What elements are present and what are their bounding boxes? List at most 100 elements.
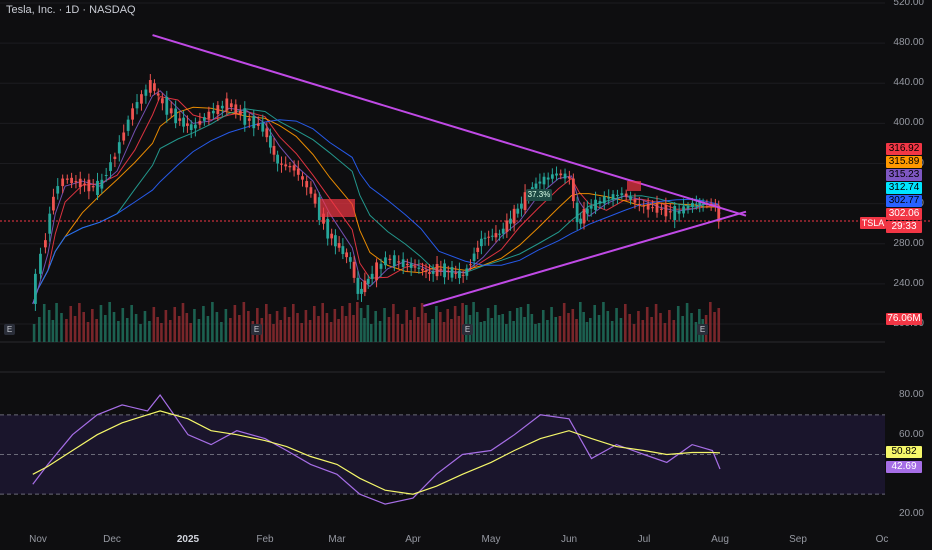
volume-bar: [185, 313, 189, 342]
candle-body: [48, 213, 52, 234]
candle-body: [284, 164, 288, 167]
candle-body: [501, 228, 505, 234]
price-tick-label: 400.00: [893, 117, 924, 129]
candle-body: [421, 268, 424, 271]
price-tag: 315.23: [886, 169, 922, 181]
candle-body: [96, 180, 99, 195]
move-label: 37.3%: [526, 189, 552, 201]
candle-body: [620, 193, 624, 196]
time-tick-label: 2025: [176, 534, 200, 545]
volume-bar: [95, 319, 98, 342]
volume-bar: [211, 302, 214, 342]
volume-bar: [465, 305, 468, 342]
candle-body: [78, 178, 82, 188]
candle-body: [202, 117, 206, 121]
volume-bar: [641, 320, 645, 342]
candle-body: [225, 98, 229, 111]
candle-body: [280, 163, 283, 165]
candle-body: [642, 205, 646, 207]
volume-bar: [193, 309, 196, 342]
volume-bar: [676, 306, 680, 342]
volume-bar: [672, 320, 676, 342]
volume-bar: [283, 307, 287, 342]
candle-body: [348, 257, 352, 262]
volume-bar: [534, 324, 537, 342]
candle-body: [686, 206, 690, 209]
volume-bar: [461, 303, 464, 342]
symbol-tag: TSLA: [860, 217, 886, 229]
volume-bar: [47, 310, 51, 342]
volume-bar: [709, 302, 712, 342]
candle-body: [392, 255, 396, 267]
volume-bar: [523, 317, 526, 342]
candle-body: [135, 102, 139, 109]
candle-body: [243, 108, 247, 125]
candle-body: [131, 108, 134, 120]
earnings-badge[interactable]: E: [4, 324, 15, 335]
candle-body: [216, 105, 220, 115]
volume-bar: [181, 303, 185, 342]
time-tick-label: Apr: [405, 534, 421, 545]
candle-body: [144, 89, 148, 96]
candle-body: [148, 80, 152, 93]
candle-body: [534, 183, 538, 189]
time-tick-label: Jul: [637, 534, 651, 545]
candle-body: [443, 263, 446, 278]
candle-body: [39, 253, 42, 274]
volume-bar: [435, 306, 438, 342]
candle-body: [409, 263, 413, 268]
volume-bar: [268, 314, 272, 342]
volume-bar: [125, 318, 129, 342]
candle-body: [523, 192, 527, 211]
volume-bar: [431, 319, 434, 342]
volume-bar: [585, 322, 589, 342]
candle-body: [472, 253, 476, 262]
earnings-badge[interactable]: E: [697, 324, 708, 335]
candle-body: [479, 238, 483, 247]
candle-body: [651, 207, 654, 209]
candle-body: [520, 203, 523, 209]
candle-body: [122, 132, 126, 141]
volume-bar: [494, 305, 497, 342]
candle-body: [65, 178, 69, 180]
volume-bar: [287, 317, 291, 342]
candle-body: [211, 110, 215, 114]
volume-bar: [562, 303, 566, 342]
moving-average-line: [32, 96, 721, 305]
volume-bar: [615, 308, 618, 342]
trendline-upper: [152, 34, 747, 217]
candle-body: [498, 233, 501, 235]
candle-body: [673, 205, 677, 221]
candle-body: [516, 208, 520, 214]
earnings-badge[interactable]: E: [462, 324, 473, 335]
candle-body: [602, 196, 606, 204]
candle-body: [694, 203, 698, 205]
volume-bar: [356, 302, 359, 342]
rsi-tick-label: 20.00: [898, 508, 924, 519]
candle-body: [256, 123, 260, 126]
candle-body: [698, 202, 702, 206]
volume-bar: [713, 312, 716, 342]
rsi-line: [32, 393, 721, 505]
volume-bar: [546, 320, 549, 342]
volume-bar: [325, 313, 329, 342]
volume-bar: [593, 305, 596, 342]
candle-body: [589, 206, 593, 209]
volume-bar: [296, 313, 299, 342]
volume-bar: [681, 316, 684, 342]
candle-body: [555, 173, 558, 176]
candle-body: [301, 176, 304, 180]
volume-bar: [554, 317, 558, 342]
candle-body: [655, 203, 659, 213]
earnings-badge[interactable]: E: [251, 324, 262, 335]
candle-body: [550, 174, 554, 179]
time-tick-label: Oc: [875, 534, 889, 545]
volume-bar: [416, 317, 420, 342]
candle-body: [117, 142, 121, 154]
candle-body: [326, 218, 330, 239]
symbol-title[interactable]: Tesla, Inc. · 1D · NASDAQ: [6, 4, 136, 16]
volume-bar: [624, 304, 627, 342]
volume-bar: [156, 317, 159, 342]
volume-bar: [650, 317, 653, 342]
